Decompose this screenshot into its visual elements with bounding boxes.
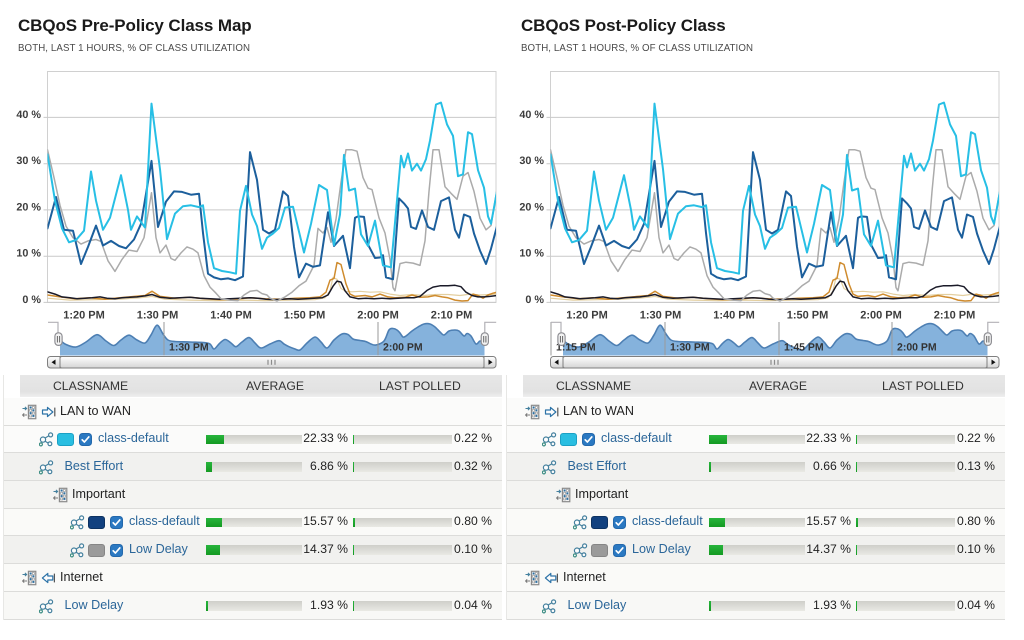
svg-text:0 %: 0 %	[525, 294, 544, 306]
svg-text:1:45 PM: 1:45 PM	[784, 342, 824, 354]
svg-text:1:50 PM: 1:50 PM	[284, 310, 326, 322]
svg-text:1:20 PM: 1:20 PM	[63, 310, 105, 322]
svg-text:20 %: 20 %	[16, 201, 41, 213]
svg-text:1:20 PM: 1:20 PM	[566, 310, 608, 322]
svg-text:1:30 PM: 1:30 PM	[137, 310, 179, 322]
svg-text:10 %: 10 %	[16, 248, 41, 260]
svg-text:20 %: 20 %	[519, 201, 544, 213]
svg-text:1:30 PM: 1:30 PM	[169, 342, 209, 354]
svg-text:2:00 PM: 2:00 PM	[383, 342, 423, 354]
svg-text:40 %: 40 %	[16, 109, 41, 121]
svg-text:10 %: 10 %	[519, 248, 544, 260]
svg-text:2:00 PM: 2:00 PM	[897, 342, 937, 354]
svg-text:1:50 PM: 1:50 PM	[787, 310, 829, 322]
svg-text:1:30 PM: 1:30 PM	[670, 342, 710, 354]
svg-text:2:00 PM: 2:00 PM	[860, 310, 902, 322]
svg-text:2:10 PM: 2:10 PM	[934, 310, 976, 322]
svg-text:1:40 PM: 1:40 PM	[713, 310, 755, 322]
svg-text:40 %: 40 %	[519, 109, 544, 121]
svg-text:30 %: 30 %	[16, 155, 41, 167]
svg-text:1:40 PM: 1:40 PM	[210, 310, 252, 322]
svg-text:1:15 PM: 1:15 PM	[556, 342, 596, 354]
svg-text:2:10 PM: 2:10 PM	[431, 310, 473, 322]
svg-text:1:30 PM: 1:30 PM	[640, 310, 682, 322]
svg-text:30 %: 30 %	[519, 155, 544, 167]
svg-text:0 %: 0 %	[22, 294, 41, 306]
svg-text:2:00 PM: 2:00 PM	[357, 310, 399, 322]
